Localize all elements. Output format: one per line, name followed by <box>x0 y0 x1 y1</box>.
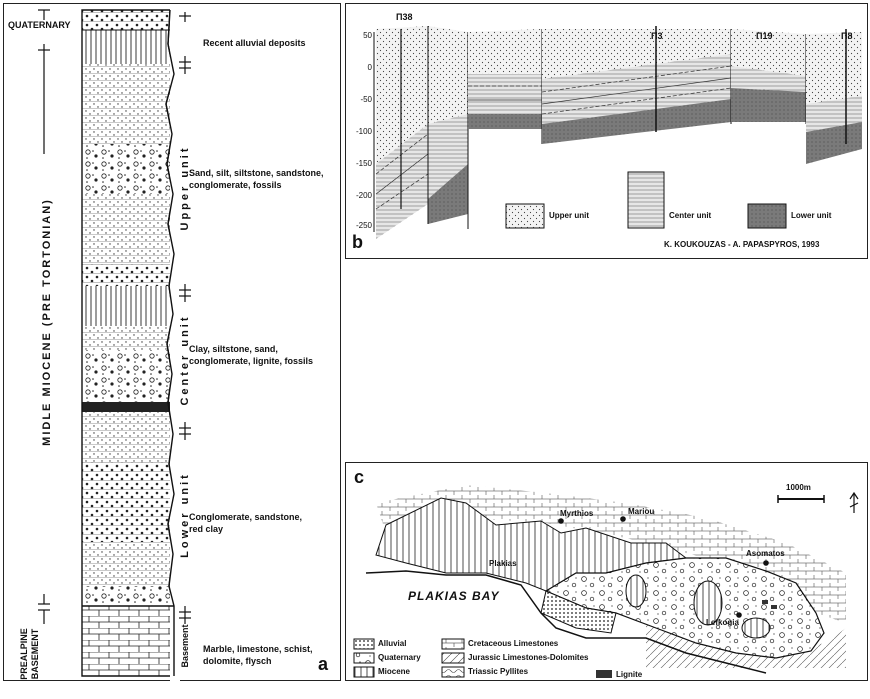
lignite-mark <box>762 600 768 604</box>
coastline <box>365 570 767 674</box>
desc-alluvial: Recent alluvial deposits <box>203 38 306 48</box>
desc-basement-2: dolomite, flysch <box>203 656 272 666</box>
y-tick-0: 0 <box>367 63 372 72</box>
credit-line: K. KOUKOUZAS - A. PAPASPYROS, 1993 <box>664 240 820 249</box>
legend-upper-unit: Upper unit <box>549 211 589 220</box>
legend-center-unit: Center unit <box>669 211 712 220</box>
desc-center-2: conglomerate, lignite, fossils <box>189 356 314 366</box>
legend-triassic: Triassic Pyllites <box>468 667 529 676</box>
legend-miocene: Miocene <box>378 667 411 676</box>
panel-b-cross-section: Π38 Π3 Π19 Π8 50 0 -50 -100 -150 -200 -2… <box>345 3 868 259</box>
scale-label: 1000m <box>786 483 811 492</box>
block-2 <box>468 29 543 144</box>
age-label-quaternary: QUATERNARY <box>8 20 71 30</box>
legend-quaternary: Quaternary <box>378 653 421 662</box>
y-tick-neg150: -150 <box>355 159 372 168</box>
block-3 <box>541 26 765 144</box>
north-arrow-icon <box>849 491 859 513</box>
y-tick-neg100: -100 <box>355 127 372 136</box>
desc-center-1: Clay, siltstone, sand, <box>189 344 278 354</box>
y-tick-neg200: -200 <box>355 191 372 200</box>
panel-a-stratigraphic-column: QUATERNARY MIDLE MIOCENE (PRE TORTONIAN)… <box>3 3 341 682</box>
unit-label-basement: Basement <box>180 624 190 668</box>
desc-lower-1: Conglomerate, sandstone, <box>189 512 303 522</box>
legend-swatches <box>505 171 787 229</box>
well-label-p38: Π38 <box>396 12 413 22</box>
well-label-p8: Π8 <box>841 31 853 41</box>
village-dot-mariou <box>620 516 626 522</box>
legend-lower-unit: Lower unit <box>791 211 832 220</box>
village-dot-lefkogia <box>736 612 742 618</box>
legend-jurassic: Jurassic Limestones-Dolomites <box>468 653 589 662</box>
village-dot-myrthios <box>558 518 564 524</box>
place-plakias: Plakias <box>489 559 517 568</box>
block-5 <box>806 29 862 164</box>
panel-letter-a: a <box>318 654 329 674</box>
village-dot-asomatos <box>763 560 769 566</box>
age-label-miocene: MIDLE MIOCENE (PRE TORTONIAN) <box>41 198 53 446</box>
desc-upper-1: Sand, silt, siltstone, sandstone, <box>189 168 324 178</box>
map-legend-swatches <box>353 638 612 678</box>
panel-letter-b: b <box>352 232 363 252</box>
y-tick-neg50: -50 <box>360 95 372 104</box>
desc-basement-1: Marble, limestone, schist, <box>203 644 313 654</box>
desc-upper-2: conglomerate, fossils <box>189 180 282 190</box>
desc-lower-2: red clay <box>189 524 224 534</box>
legend-lignite: Lignite <box>616 670 643 679</box>
block-4 <box>731 29 807 124</box>
cross-section-svg <box>373 26 862 239</box>
column-layers <box>82 10 174 676</box>
panel-c-geological-map: c 1000m Myrthios Mariou Asomatos Plakias… <box>345 462 868 681</box>
y-tick-50: 50 <box>363 31 372 40</box>
place-mariou: Mariou <box>628 507 655 516</box>
unit-brackets <box>179 12 191 624</box>
well-label-p19: Π19 <box>756 31 773 41</box>
y-tick-neg250: -250 <box>355 221 372 230</box>
place-asomatos: Asomatos <box>746 549 785 558</box>
legend-alluvial: Alluvial <box>378 639 407 648</box>
place-lefkogia: Lefkogia <box>706 618 739 627</box>
panel-letter-c: c <box>354 467 365 487</box>
well-label-p3: Π3 <box>651 31 663 41</box>
block-1 <box>375 26 469 239</box>
legend-cretaceous: Cretaceous Limestones <box>468 639 559 648</box>
place-myrthios: Myrthios <box>560 509 594 518</box>
stratigraphic-column-svg <box>38 4 191 682</box>
age-label-basement: PREALPINE BASEMENT <box>19 628 40 680</box>
geological-map-svg <box>353 485 859 678</box>
lignite-mark <box>771 605 777 609</box>
age-brackets <box>38 9 50 624</box>
scale-bar <box>777 495 825 503</box>
place-plakias-bay: PLAKIAS BAY <box>408 589 500 603</box>
